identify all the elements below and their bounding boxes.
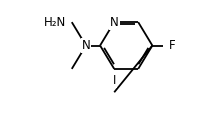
- Text: F: F: [169, 39, 176, 52]
- Text: I: I: [113, 74, 116, 87]
- Text: H₂N: H₂N: [43, 16, 66, 29]
- Text: N: N: [81, 39, 90, 52]
- Text: N: N: [110, 16, 119, 29]
